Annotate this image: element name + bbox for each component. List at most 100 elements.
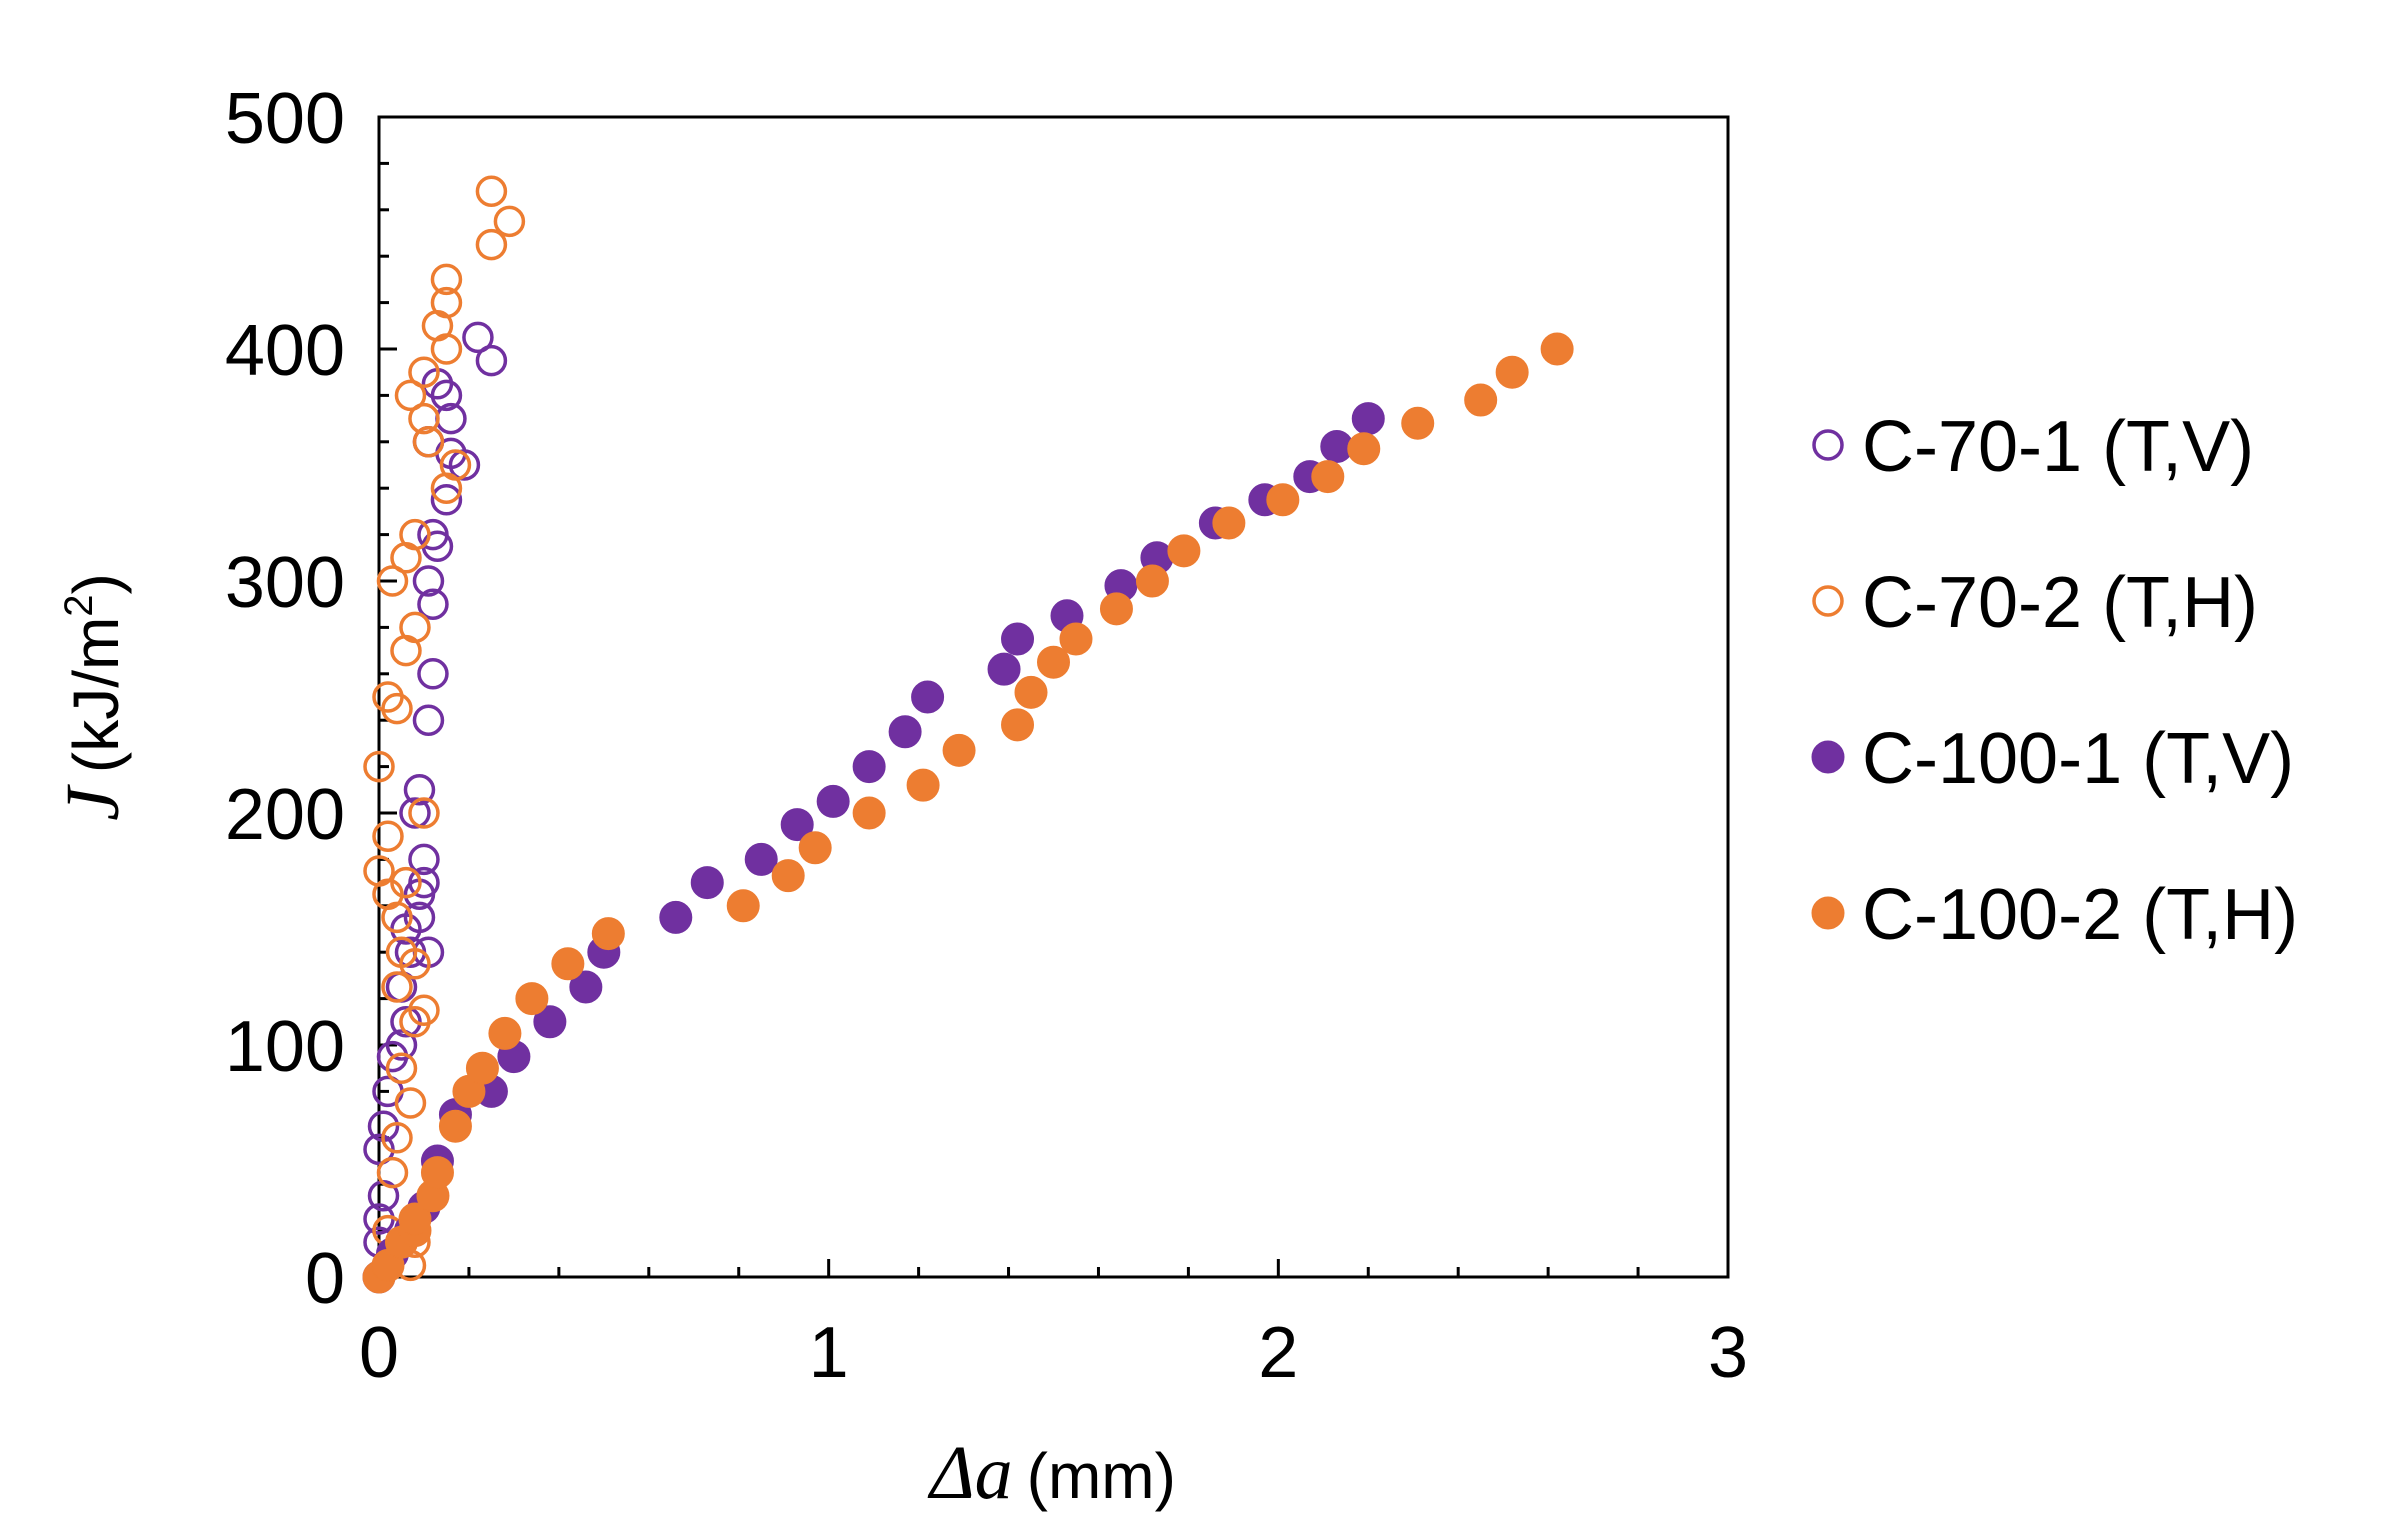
data-point-filled: [551, 947, 585, 981]
data-point-filled: [798, 831, 832, 865]
data-point-filled: [1401, 406, 1435, 440]
data-point-filled: [398, 1202, 432, 1236]
y-tick-label: 0: [305, 1239, 345, 1319]
legend-label: C-70-1 (T,V): [1862, 407, 2254, 487]
data-point-filled: [1001, 708, 1035, 742]
data-point-open: [381, 1122, 413, 1154]
data-point-filled: [1464, 383, 1498, 417]
legend-marker: [1812, 585, 1844, 617]
data-point-filled: [465, 1051, 499, 1085]
legend-label: C-100-1 (T,V): [1862, 719, 2294, 799]
data-point-open: [408, 356, 440, 388]
data-point-open: [399, 797, 431, 829]
data-point-filled: [1311, 460, 1345, 494]
data-point-open: [403, 774, 436, 806]
data-point-open: [390, 866, 422, 899]
data-point-filled: [533, 1005, 567, 1039]
data-point-filled: [690, 866, 724, 900]
legend-label: C-70-2 (T,H): [1862, 563, 2258, 643]
data-point-filled: [852, 750, 886, 784]
y-axis-title: J(kJ/m2): [51, 573, 135, 821]
data-point-open: [412, 704, 445, 736]
data-point-filled: [780, 808, 814, 842]
data-point-filled: [771, 859, 805, 893]
data-point-open: [475, 175, 508, 207]
data-point-filled: [488, 1016, 522, 1050]
data-point-filled: [942, 733, 976, 767]
data-point-open: [394, 1087, 427, 1119]
data-point-open: [430, 263, 463, 296]
data-point-filled: [816, 784, 850, 818]
data-point-filled: [515, 982, 549, 1016]
data-point-filled: [744, 842, 778, 876]
data-point-filled: [1001, 622, 1035, 656]
legend-label: C-100-2 (T,H): [1862, 875, 2298, 955]
data-point-open: [381, 971, 413, 1003]
data-point-open: [439, 449, 472, 481]
data-point-filled: [1059, 622, 1093, 656]
y-tick-label: 400: [225, 311, 345, 391]
data-point-open: [399, 518, 431, 551]
data-point-open: [403, 901, 436, 934]
series-4: [362, 332, 1574, 1294]
data-point-filled: [1351, 402, 1385, 436]
data-point-open: [385, 1029, 418, 1061]
data-point-open: [493, 205, 526, 238]
data-point-open: [376, 565, 409, 597]
data-point-open: [385, 1052, 418, 1084]
x-axis-title: Δa (mm): [927, 1431, 1176, 1515]
data-point-open: [376, 1156, 409, 1189]
data-point-filled: [1495, 355, 1529, 389]
data-point-open: [372, 681, 404, 713]
data-point-open: [417, 658, 449, 690]
axis-tick-labels: 0 1 2 3 0 100 200 300 400 500: [225, 79, 1748, 1393]
legend-marker: [1811, 740, 1845, 774]
series-1: [363, 321, 508, 1258]
data-point-filled: [987, 652, 1021, 686]
data-point-filled: [1212, 506, 1246, 540]
data-point-open: [399, 611, 431, 644]
data-point-open: [412, 565, 445, 597]
data-point-open: [412, 426, 445, 458]
data-point-open: [363, 750, 395, 783]
legend-marker: [1811, 896, 1845, 930]
data-point-filled: [1347, 432, 1381, 466]
y-tick-label: 300: [225, 543, 345, 623]
data-point-filled: [1135, 564, 1169, 598]
data-point-open: [408, 994, 440, 1026]
data-point-open: [408, 866, 440, 899]
data-point-open: [390, 1006, 422, 1038]
data-point-filled: [1014, 675, 1048, 709]
y-tick-label: 200: [225, 775, 345, 855]
data-point-filled: [438, 1109, 472, 1143]
data-point-open: [394, 379, 427, 412]
data-point-filled: [1167, 534, 1201, 568]
x-tick-label: 3: [1708, 1313, 1748, 1393]
data-point-filled: [659, 900, 693, 934]
data-point-filled: [569, 970, 603, 1004]
data-point-open: [408, 402, 440, 435]
data-point-open: [417, 518, 449, 551]
data-point-filled: [420, 1156, 454, 1190]
data-point-open: [363, 1133, 395, 1166]
legend-marker: [1812, 429, 1844, 461]
data-point-open: [475, 344, 508, 377]
plot-frame: [377, 115, 1730, 1279]
data-point-open: [408, 797, 440, 829]
data-point-open: [430, 286, 463, 319]
x-tick-label: 2: [1258, 1313, 1298, 1393]
x-tick-label: 1: [809, 1313, 849, 1393]
x-tick-label: 0: [359, 1313, 399, 1393]
data-point-open: [363, 855, 395, 887]
data-point-open: [430, 484, 463, 516]
data-point-open: [385, 936, 418, 968]
data-point-filled: [888, 715, 922, 749]
legend: C-70-1 (T,V) C-70-2 (T,H) C-100-1 (T,V) C-1…: [1811, 407, 2298, 955]
data-point-open: [417, 588, 449, 620]
data-point-filled: [1099, 592, 1133, 626]
data-point-filled: [906, 768, 940, 802]
data-point-filled: [1540, 332, 1574, 366]
data-point-filled: [726, 889, 760, 923]
data-point-open: [462, 321, 494, 354]
